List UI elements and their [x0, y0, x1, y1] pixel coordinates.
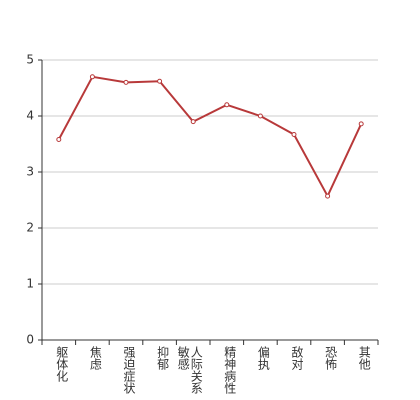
point — [89, 74, 95, 80]
point — [157, 78, 163, 84]
point — [325, 193, 331, 199]
x-tick-label: 躯体化 — [54, 346, 69, 382]
point — [358, 121, 364, 127]
x-tick-label: 焦虑 — [88, 346, 103, 370]
point — [224, 102, 230, 108]
point — [190, 119, 196, 125]
y-tick-label: 5 — [26, 53, 34, 67]
y-tick-label: 4 — [26, 109, 34, 123]
point — [123, 79, 129, 85]
y-tick-label: 2 — [26, 221, 34, 235]
x-tick-label: 偏执 — [256, 346, 271, 370]
y-tick-label: 1 — [26, 277, 34, 291]
x-tick-label: 强迫症状 — [122, 346, 136, 394]
x-tick-label: 精神病性 — [222, 346, 237, 394]
x-tick-label: 人际关系敏感 — [176, 346, 204, 394]
y-tick-label: 3 — [26, 165, 34, 179]
x-tick-label: 敌对 — [290, 346, 304, 370]
point — [291, 131, 297, 137]
x-tick-label: 恐怖 — [323, 346, 338, 370]
point — [56, 137, 62, 143]
x-tick-label: 其他 — [357, 346, 372, 370]
x-tick-label: 抑郁 — [155, 346, 170, 370]
point — [257, 113, 263, 119]
line — [57, 75, 363, 199]
y-tick-label: 0 — [26, 333, 34, 347]
